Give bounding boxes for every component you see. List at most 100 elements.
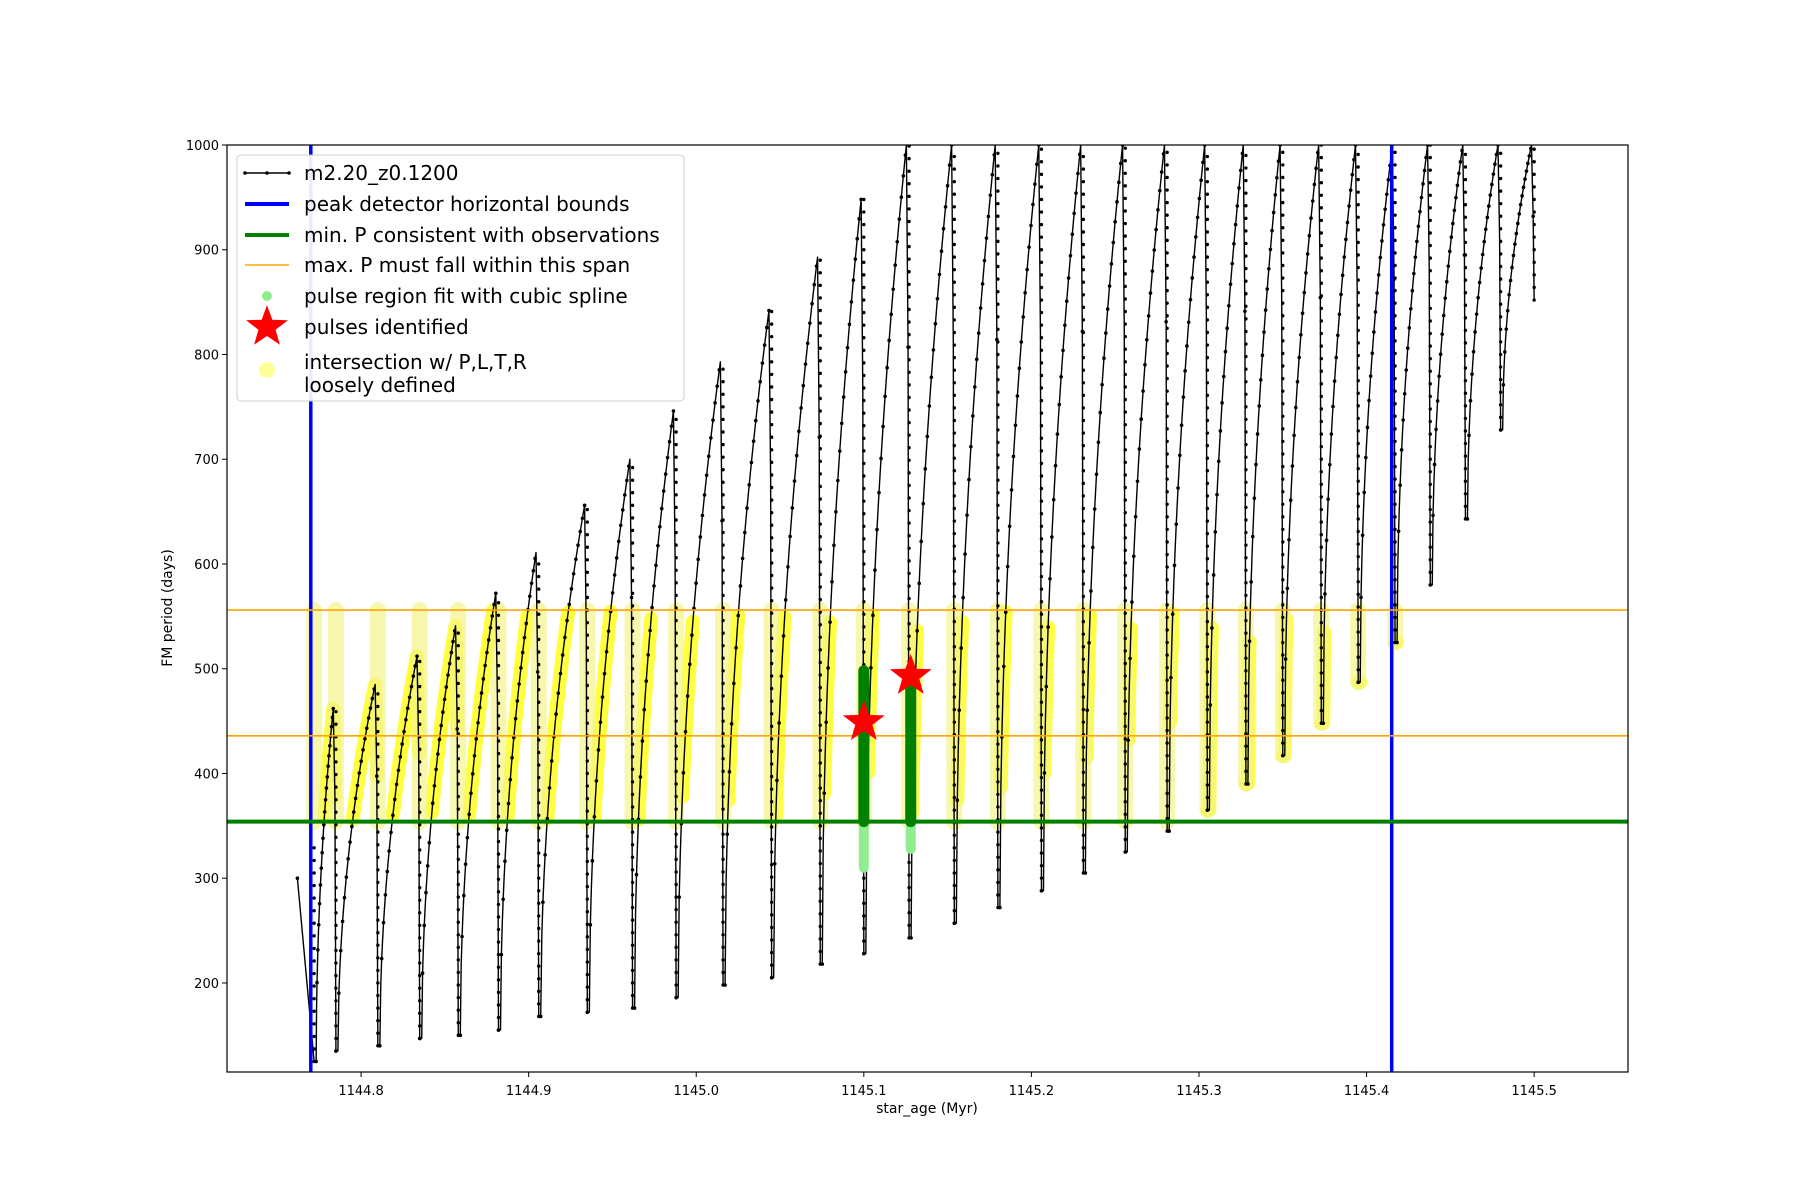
track-point <box>1393 552 1397 557</box>
track-point <box>907 307 911 312</box>
track-point <box>1081 707 1086 712</box>
track-point <box>1455 183 1460 188</box>
track-point <box>630 943 635 947</box>
track-point <box>537 587 541 591</box>
track-point <box>1428 369 1432 373</box>
track-point <box>1244 204 1248 208</box>
track-point <box>1081 720 1086 724</box>
track-point <box>1123 159 1127 163</box>
track-point <box>1319 470 1324 474</box>
track-point <box>1123 674 1127 678</box>
track-point <box>937 272 942 277</box>
track-point <box>1393 540 1397 544</box>
track-point <box>775 778 779 783</box>
track-point <box>1039 813 1044 818</box>
track-point <box>1081 506 1086 511</box>
track-point <box>1244 455 1248 459</box>
track-point <box>769 498 774 502</box>
track-point <box>1498 390 1503 394</box>
track-point <box>818 472 822 476</box>
track-point <box>529 581 534 586</box>
track-point <box>996 252 1000 256</box>
track-point <box>1238 168 1243 173</box>
track-point <box>436 752 440 756</box>
track-point <box>952 469 957 473</box>
track-point <box>1081 406 1086 410</box>
track-point <box>1432 462 1437 467</box>
track-point <box>943 205 948 209</box>
track-point <box>1007 524 1012 529</box>
track-point <box>947 163 952 167</box>
track-point <box>1276 159 1281 163</box>
track-point <box>604 649 609 654</box>
track-point <box>1319 356 1324 361</box>
track-point <box>494 591 498 596</box>
track-point <box>1428 294 1432 298</box>
track-point <box>312 871 316 875</box>
track-point <box>1281 150 1285 155</box>
x-tick-label: 1145.4 <box>1344 1084 1390 1099</box>
track-point <box>736 613 741 618</box>
track-point <box>1287 537 1291 542</box>
track-point <box>1039 310 1044 315</box>
track-point <box>585 935 590 939</box>
track-point <box>674 945 678 950</box>
track-point <box>1123 322 1127 326</box>
track-point <box>721 568 725 572</box>
track-point <box>549 759 554 763</box>
track-point <box>1467 433 1471 438</box>
track-point <box>465 835 470 840</box>
track-point <box>849 300 854 304</box>
track-point <box>334 1024 338 1028</box>
track-point <box>618 523 623 528</box>
track-point <box>1428 256 1432 260</box>
track-point <box>1531 214 1535 219</box>
track-point <box>862 901 866 906</box>
track-point <box>334 923 338 928</box>
track-point <box>1123 347 1127 351</box>
track-point <box>1185 344 1189 348</box>
track-point <box>818 434 822 438</box>
track-point <box>1393 577 1397 582</box>
track-point <box>963 552 967 556</box>
track-point <box>1205 808 1210 812</box>
track-point <box>818 459 822 464</box>
track-point <box>630 667 635 671</box>
track-point <box>1356 416 1360 421</box>
track-point <box>769 712 774 716</box>
track-point <box>418 697 422 701</box>
track-point <box>826 666 830 670</box>
track-point <box>1474 312 1479 316</box>
track-point <box>430 801 435 806</box>
track-point <box>965 513 969 517</box>
track-point <box>1081 833 1086 837</box>
track-point <box>1463 366 1468 370</box>
track-point <box>1039 863 1044 868</box>
track-point <box>1081 531 1086 536</box>
track-point <box>721 769 725 774</box>
track-point <box>1205 443 1210 448</box>
track-point <box>907 885 911 890</box>
track-point <box>907 936 911 940</box>
track-point <box>496 839 501 844</box>
track-point <box>1356 278 1360 282</box>
track-point <box>1386 177 1391 182</box>
track-point <box>674 744 678 748</box>
track-point <box>1290 464 1295 468</box>
track-point <box>1188 297 1193 302</box>
track-point <box>952 443 957 448</box>
track-point <box>1230 261 1235 266</box>
track-point <box>630 905 635 910</box>
track-point <box>585 998 590 1002</box>
track-point <box>1205 293 1210 297</box>
track-point <box>862 273 866 277</box>
track-point <box>721 380 725 384</box>
track-point <box>1281 477 1285 481</box>
track-point <box>721 656 725 660</box>
track-point <box>897 217 902 221</box>
track-point <box>1247 639 1252 643</box>
track-point <box>418 961 422 965</box>
track-point <box>952 305 957 310</box>
track-point <box>1011 454 1016 459</box>
track-point <box>630 893 635 897</box>
